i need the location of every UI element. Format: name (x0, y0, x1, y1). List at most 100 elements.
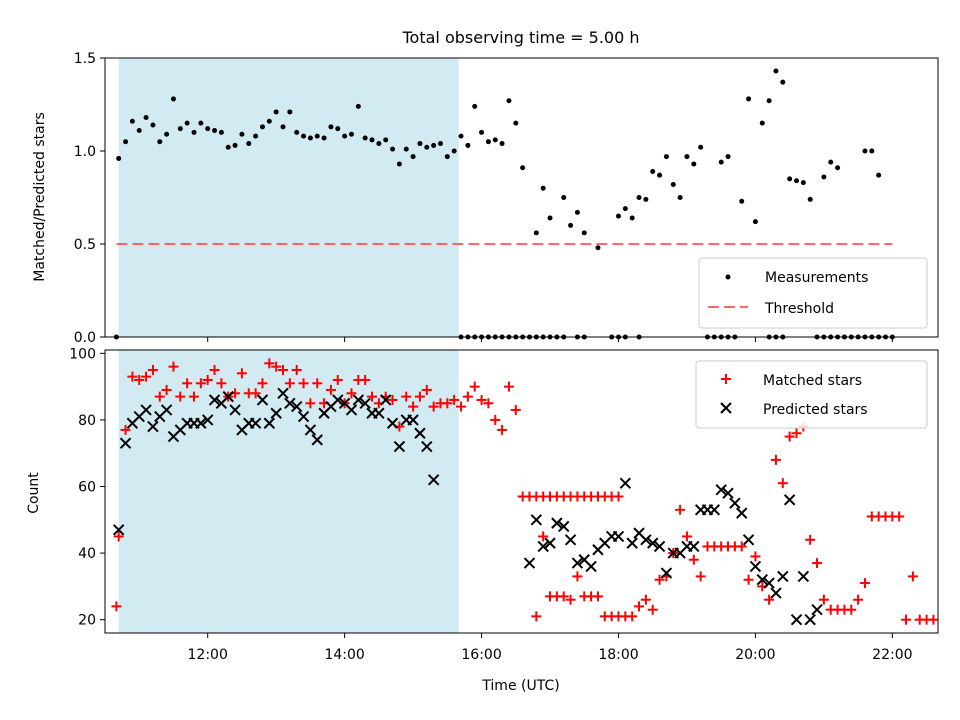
matched-star-point (736, 541, 747, 552)
matched-star-point (298, 378, 309, 389)
predicted-star-point (270, 407, 282, 419)
matched-star-point (846, 604, 857, 615)
measurement-point (479, 129, 485, 135)
matched-star-point (750, 551, 761, 562)
predicted-star-point (720, 402, 732, 414)
predicted-star-point (345, 404, 358, 416)
x-tick-label: 20:00 (735, 647, 775, 663)
matched-star-point (202, 374, 213, 385)
predicted-star-point (414, 427, 426, 439)
measurement-point (136, 128, 142, 134)
matched-star-point (572, 571, 583, 582)
matched-star-point (161, 384, 172, 395)
predicted-star-point (277, 387, 289, 399)
measurement-point (123, 139, 129, 145)
measurement-point (520, 165, 526, 171)
matched-star-point (414, 391, 425, 402)
measurement-point (342, 133, 348, 139)
measurement-point (287, 109, 293, 115)
top-panel: 0.0 0.5 1.0 1.5 Total observing time = 5.00… (32, 28, 939, 346)
measurement-point (698, 144, 704, 150)
measurement-point (677, 195, 683, 200)
predicted-star-point (742, 534, 755, 546)
predicted-star-point (619, 477, 632, 489)
x-tick-label: 16:00 (461, 647, 501, 663)
measurement-point (499, 141, 505, 147)
measurement-point (273, 109, 279, 115)
matched-star-point (236, 368, 247, 379)
measurement-point (437, 141, 443, 147)
matched-star-point (291, 364, 302, 375)
predicted-star-point (119, 437, 132, 449)
legend-matched-marker (721, 374, 731, 384)
matched-star-point (408, 401, 419, 412)
measurement-point (266, 118, 272, 124)
measurement-point (752, 219, 758, 225)
matched-star-point (859, 578, 870, 589)
measurement-point (547, 215, 553, 221)
matched-star-point (531, 611, 542, 622)
predicted-star-point (783, 494, 796, 506)
matched-star-point (695, 571, 706, 582)
predicted-star-point (647, 537, 659, 549)
matched-star-point (346, 388, 357, 399)
matched-star-point (510, 404, 521, 415)
bottom-y-tick-label: 80 (78, 413, 96, 429)
measurement-point (472, 103, 478, 109)
measurement-point (766, 98, 772, 104)
matched-star-point (195, 378, 206, 389)
measurement-point (568, 222, 574, 228)
measurement-point (218, 129, 224, 135)
matched-star-point (154, 391, 165, 402)
measurement-point (369, 137, 375, 143)
measurement-point (246, 141, 252, 147)
measurement-point (691, 161, 697, 167)
predicted-star-point (749, 560, 762, 573)
predicted-star-point (811, 603, 823, 616)
matched-star-point (907, 571, 918, 582)
x-tick-label: 14:00 (324, 647, 364, 663)
matched-star-point (147, 364, 158, 375)
predicted-star-point (249, 417, 262, 429)
matched-star-point (168, 361, 179, 372)
predicted-star-point (777, 570, 789, 583)
matched-star-point (284, 378, 295, 389)
measurement-point (821, 174, 827, 180)
matched-star-point (257, 378, 268, 389)
measurement-point (307, 135, 313, 141)
predicted-star-point (421, 440, 433, 453)
measurement-point (465, 142, 471, 148)
measurement-point (485, 139, 491, 145)
measurement-point (835, 165, 841, 171)
matched-star-point (928, 614, 939, 625)
measurement-point (595, 245, 601, 251)
predicted-star-point (407, 414, 419, 426)
predicted-star-point (256, 394, 269, 406)
measurement-point (191, 129, 197, 135)
measurement-point (581, 230, 587, 236)
measurement-point (355, 103, 361, 109)
measurement-point (533, 230, 539, 236)
predicted-star-point (770, 587, 782, 599)
matched-star-point (853, 594, 864, 605)
measurement-point (335, 126, 341, 132)
measurement-point (177, 126, 183, 132)
measurement-point (390, 146, 396, 152)
measurement-point (253, 133, 259, 139)
matched-star-point (442, 398, 453, 409)
x-tick-label: 18:00 (598, 647, 638, 663)
top-legend-box (698, 257, 928, 329)
predicted-star-point (763, 577, 775, 589)
predicted-star-point (804, 613, 816, 626)
legend-predicted-label: Predicted stars (763, 402, 868, 418)
matched-star-point (688, 554, 699, 565)
matched-star-point (770, 454, 781, 465)
measurement-point (444, 154, 450, 160)
bottom-legend-box (695, 360, 928, 429)
matched-star-point (462, 391, 473, 402)
matched-star-point (613, 491, 624, 502)
matched-star-point (654, 574, 665, 585)
bottom-x-ticks: 12:00 14:00 16:00 18:00 20:00 22:00 (188, 633, 913, 663)
bottom-panel: 20 40 60 80 100 12:00 14:00 16:00 18:00 20:00 22:… (26, 346, 939, 694)
matched-star-point (647, 604, 658, 615)
